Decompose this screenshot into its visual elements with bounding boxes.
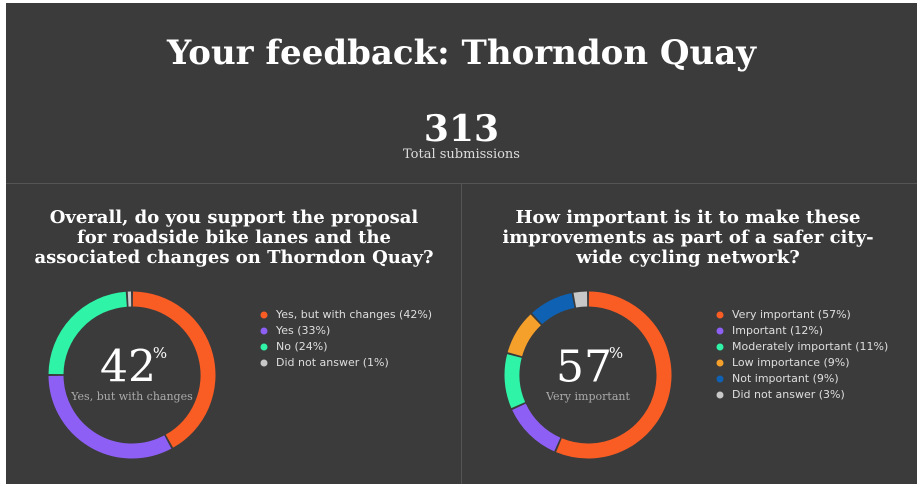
panel: Your feedback: Thorndon Quay 313 Total s… <box>6 3 917 484</box>
center-caption: Yes, but with changes <box>70 390 193 403</box>
donut-segment <box>132 291 216 448</box>
donut-chart: Yes, but with changes (42%) Yes (33%) No (… <box>48 291 432 459</box>
legend-label: Did not answer (3%) <box>732 388 845 401</box>
page-title: Your feedback: Thorndon Quay <box>166 33 757 73</box>
legend-label: Important (12%) <box>732 324 823 337</box>
donut-segment <box>48 375 172 459</box>
center-value: 57 <box>556 342 612 393</box>
legend-marker <box>260 327 268 335</box>
legend-marker <box>716 311 724 319</box>
question: How important is it to make these improv… <box>502 207 874 268</box>
donut-chart: Very important (57%) Important (12%) Moder… <box>504 291 888 459</box>
center-caption: Very important <box>545 390 630 403</box>
legend-marker <box>260 343 268 351</box>
donut-segment <box>556 291 672 459</box>
total-count: 313 <box>423 108 500 150</box>
legend-label: No (24%) <box>276 340 328 353</box>
donut-segment <box>48 291 128 375</box>
legend-label: Yes (33%) <box>275 324 330 337</box>
question: Overall, do you support the proposal for… <box>34 207 434 268</box>
center-unit: % <box>153 344 167 362</box>
legend-label: Yes, but with changes (42%) <box>275 308 432 321</box>
legend-label: Not important (9%) <box>732 372 839 385</box>
center-unit: % <box>609 344 623 362</box>
legend-label: Did not answer (1%) <box>276 356 389 369</box>
divider <box>461 183 462 484</box>
legend-marker <box>260 311 268 319</box>
legend-marker <box>716 359 724 367</box>
center-value: 42 <box>100 342 156 393</box>
legend-label: Very important (57%) <box>732 308 851 321</box>
donut-segment <box>532 293 575 325</box>
legend-label: Low importance (9%) <box>732 356 850 369</box>
donut-segment <box>573 291 588 308</box>
legend-marker <box>716 375 724 383</box>
legend-marker <box>716 391 724 399</box>
legend-marker <box>716 327 724 335</box>
donut-segment <box>507 314 542 357</box>
donut-segment <box>512 403 561 452</box>
legend-marker <box>260 359 268 367</box>
donut-segment <box>504 354 526 409</box>
legend-label: Moderately important (11%) <box>732 340 888 353</box>
legend-marker <box>716 343 724 351</box>
total-label: Total submissions <box>403 147 520 162</box>
